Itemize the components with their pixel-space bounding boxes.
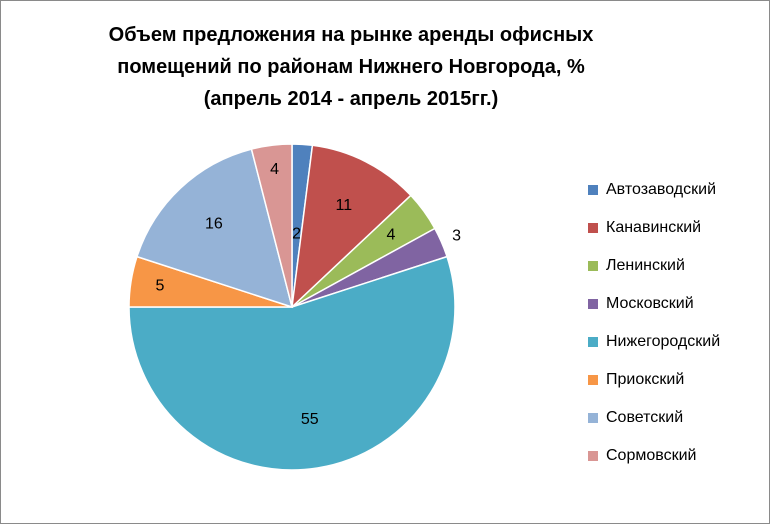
legend-label: Приокский: [606, 371, 685, 388]
legend-item: Канавинский: [588, 209, 720, 247]
legend-label: Московский: [606, 295, 694, 312]
legend-swatch: [588, 299, 598, 309]
legend-swatch: [588, 185, 598, 195]
legend-label: Автозаводский: [606, 181, 716, 198]
legend-item: Автозаводский: [588, 171, 720, 209]
legend-item: Нижегородский: [588, 323, 720, 361]
legend-swatch: [588, 375, 598, 385]
legend-label: Сормовский: [606, 447, 697, 464]
legend-item: Московский: [588, 285, 720, 323]
pie-slice: [250, 143, 293, 308]
pie-slice: [128, 255, 456, 471]
legend-label: Ленинский: [606, 257, 685, 274]
legend-label: Советский: [606, 409, 684, 426]
legend-swatch: [588, 451, 598, 461]
legend-swatch: [588, 413, 598, 423]
legend-item: Советский: [588, 399, 720, 437]
legend-item: Приокский: [588, 361, 720, 399]
data-label: 4: [270, 161, 279, 178]
legend-swatch: [588, 223, 598, 233]
chart-title-line-1: Объем предложения на рынке аренды офисны…: [108, 24, 594, 46]
data-label: 5: [156, 278, 165, 295]
data-label: 11: [335, 197, 352, 214]
legend-item: Сормовский: [588, 437, 720, 475]
data-label: 3: [452, 227, 461, 244]
data-label: 16: [205, 215, 223, 232]
pie-slice: [136, 148, 294, 309]
data-label: 4: [386, 227, 395, 244]
legend-label: Канавинский: [606, 219, 702, 236]
chart-title-line-3: (апрель 2014 - апрель 2015гг.): [203, 88, 499, 110]
data-label: 55: [301, 411, 319, 428]
chart-title-line-2: помещений по районам Нижнего Новгорода, …: [117, 56, 585, 78]
legend-label: Нижегородский: [606, 333, 721, 350]
chart-title: Объем предложения на рынке аренды офисны…: [41, 19, 661, 115]
pie-slice: [290, 144, 412, 309]
legend: Автозаводский Канавинский Ленинский Московс…: [588, 171, 720, 475]
legend-swatch: [588, 337, 598, 347]
data-label: 2: [292, 225, 301, 242]
legend-item: Ленинский: [588, 247, 720, 285]
legend-swatch: [588, 261, 598, 271]
